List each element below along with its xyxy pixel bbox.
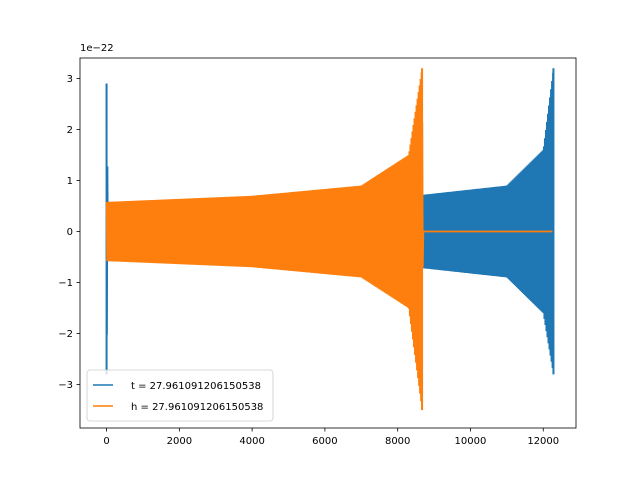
legend-label-h: h = 27.961091206150538: [131, 402, 263, 413]
y-tick-label: −2: [58, 329, 73, 340]
x-tick-label: 2000: [167, 436, 192, 447]
y-offset-text: 1e−22: [80, 43, 114, 54]
legend-label-t: t = 27.961091206150538: [131, 381, 261, 392]
y-axis-ticks: −3 −2 −1 0 1 2 3: [58, 74, 80, 391]
x-tick-label: 8000: [385, 436, 410, 447]
x-tick-label: 12000: [527, 436, 559, 447]
y-tick-label: 3: [67, 74, 73, 85]
plot-area: [79, 57, 577, 429]
y-tick-label: −1: [58, 278, 73, 289]
y-tick-label: 1: [67, 176, 73, 187]
axes-frame: [79, 57, 577, 429]
legend: t = 27.961091206150538 h = 27.9610912061…: [86, 369, 274, 422]
x-tick-label: 10000: [455, 436, 487, 447]
x-tick-label: 0: [103, 436, 109, 447]
x-axis-ticks: 0 2000 4000 6000 8000 10000 12000: [103, 428, 559, 447]
y-tick-label: 2: [67, 125, 73, 136]
y-tick-label: 0: [67, 227, 73, 238]
y-tick-label: −3: [58, 380, 73, 391]
legend-box: [86, 369, 274, 422]
series-layer: [105, 68, 555, 411]
x-tick-label: 4000: [239, 436, 264, 447]
x-tick-label: 6000: [312, 436, 337, 447]
